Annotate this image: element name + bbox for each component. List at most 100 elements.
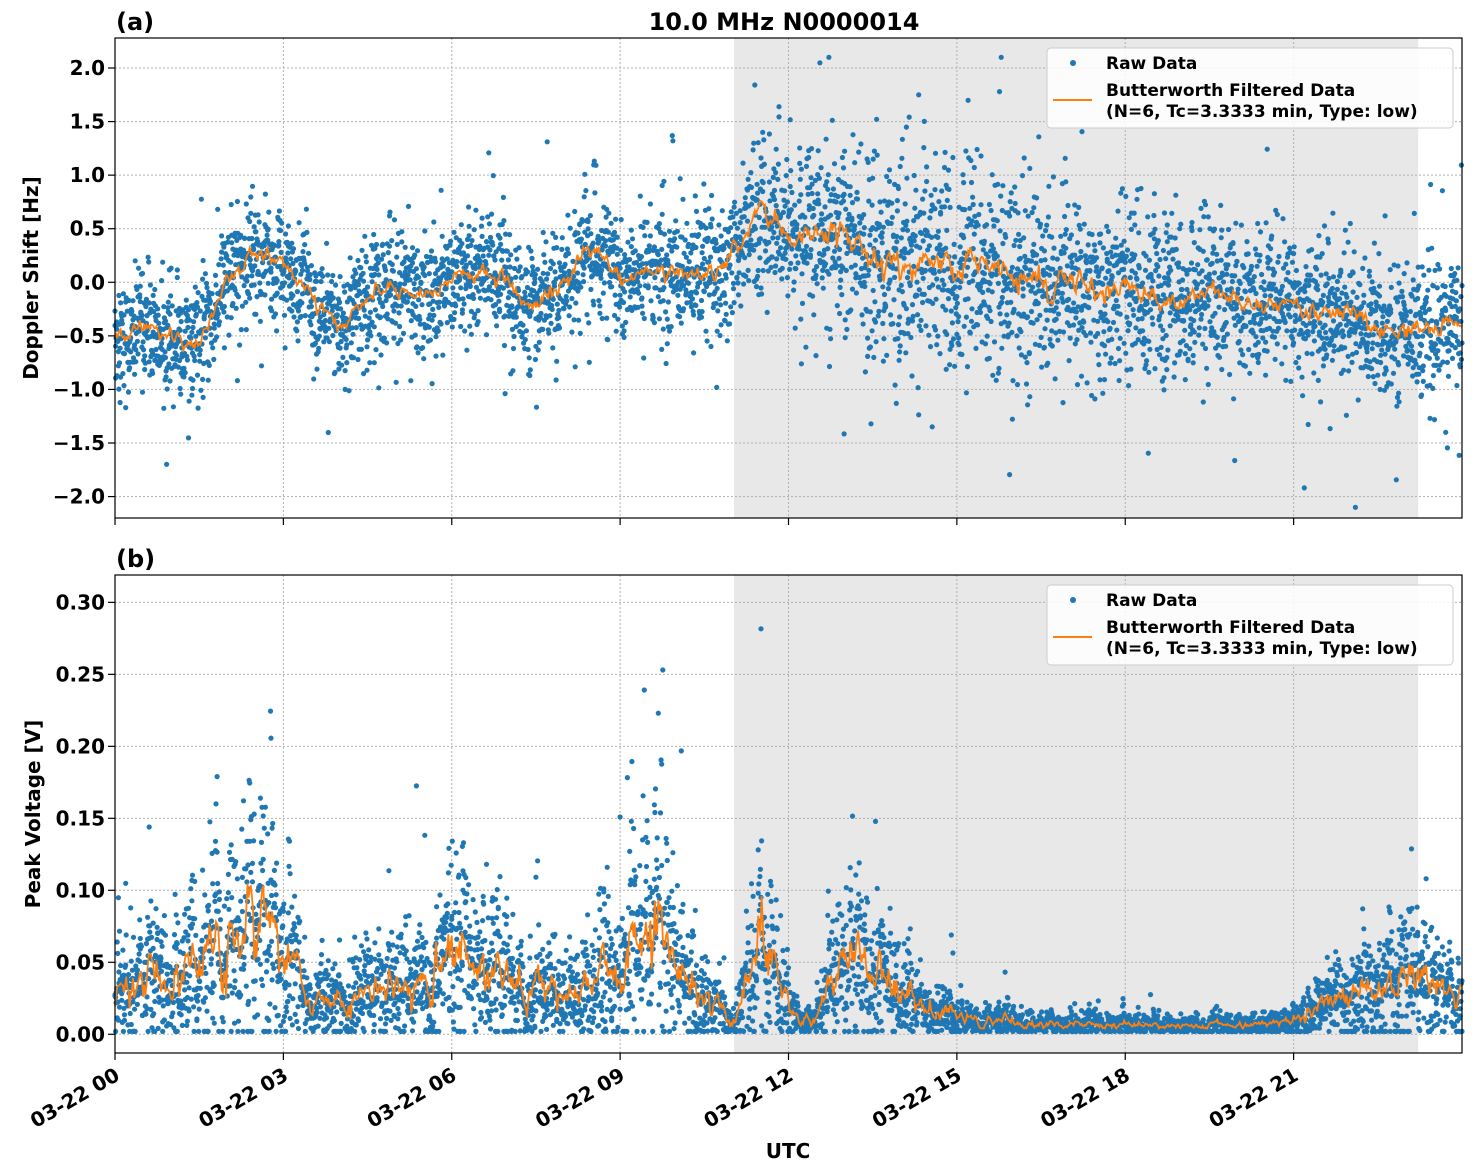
raw-data-point [1453, 333, 1459, 339]
raw-data-point [123, 932, 129, 938]
raw-data-point [146, 259, 152, 265]
raw-data-point [418, 280, 424, 286]
raw-data-point [1421, 272, 1427, 278]
raw-data-point [239, 303, 245, 309]
raw-data-point [1370, 374, 1376, 380]
raw-data-point [591, 302, 597, 308]
raw-data-point [1347, 220, 1353, 227]
raw-data-point [262, 292, 268, 298]
raw-data-point [745, 267, 751, 273]
raw-data-point [168, 293, 174, 299]
raw-data-point [431, 312, 437, 318]
raw-data-point [1327, 426, 1333, 432]
raw-data-point [244, 278, 250, 284]
raw-data-point [507, 264, 513, 270]
raw-data-point [1399, 294, 1406, 300]
raw-data-point [661, 285, 667, 291]
raw-data-point [520, 322, 526, 328]
raw-data-point [764, 309, 770, 315]
raw-data-point [755, 267, 761, 274]
raw-data-point [299, 300, 305, 306]
raw-data-point [1014, 333, 1020, 339]
raw-data-point [880, 224, 887, 230]
raw-data-point [1064, 263, 1070, 269]
raw-data-point [272, 311, 279, 317]
raw-data-point [758, 285, 764, 291]
raw-data-point [799, 271, 805, 277]
raw-data-point [433, 353, 439, 359]
raw-data-point [928, 192, 934, 198]
raw-data-point [263, 268, 269, 274]
raw-data-point [678, 320, 684, 326]
raw-data-point [843, 267, 849, 274]
raw-data-point [802, 214, 808, 220]
raw-data-point [365, 284, 371, 290]
raw-data-point [901, 255, 907, 261]
raw-data-point [969, 218, 975, 224]
raw-data-point [248, 210, 254, 216]
raw-data-point [1434, 355, 1440, 361]
raw-data-point [313, 278, 320, 284]
raw-data-point [414, 248, 421, 254]
raw-data-point [1170, 256, 1176, 262]
raw-data-point [1337, 296, 1343, 302]
raw-data-point [881, 291, 888, 298]
raw-data-point [815, 148, 821, 154]
raw-data-point [865, 272, 871, 278]
raw-data-point [1420, 368, 1426, 374]
raw-data-point [216, 319, 222, 325]
raw-data-point [1100, 281, 1106, 287]
raw-data-point [1244, 239, 1250, 245]
raw-data-point [886, 167, 893, 173]
raw-data-point [350, 274, 356, 280]
raw-data-point [1429, 318, 1435, 324]
raw-data-point [516, 245, 522, 251]
raw-data-point [797, 160, 803, 166]
raw-data-point [174, 274, 180, 281]
raw-data-point [553, 234, 559, 240]
raw-data-point [556, 314, 562, 321]
raw-data-point [126, 297, 132, 304]
raw-data-point [698, 314, 705, 320]
raw-data-point [197, 352, 203, 358]
raw-data-point [247, 257, 253, 263]
raw-data-point [899, 289, 906, 295]
raw-data-point [713, 240, 719, 246]
raw-data-point [391, 335, 397, 341]
x-tick-label: 03-22 06 [363, 1063, 461, 1133]
raw-data-point [1044, 317, 1050, 323]
raw-data-point [1188, 322, 1194, 328]
raw-data-point [1004, 312, 1010, 318]
raw-data-point [128, 905, 134, 911]
raw-data-point [1062, 213, 1068, 220]
raw-data-point [1031, 205, 1037, 211]
raw-data-point [596, 298, 602, 304]
raw-data-point [730, 286, 737, 292]
raw-data-point [1215, 342, 1221, 348]
raw-data-point [728, 225, 734, 231]
raw-data-point [228, 315, 234, 321]
raw-data-point [952, 254, 958, 260]
raw-data-point [1224, 271, 1230, 277]
raw-data-point [656, 316, 663, 322]
raw-data-point [798, 192, 804, 198]
raw-data-point [784, 156, 790, 163]
raw-data-point [200, 394, 206, 400]
raw-data-point [281, 268, 287, 274]
raw-data-point [1126, 383, 1132, 389]
raw-data-point [1113, 235, 1119, 241]
raw-data-point [181, 374, 187, 380]
raw-data-point [1196, 325, 1202, 331]
raw-data-point [357, 290, 363, 297]
raw-data-point [132, 1028, 138, 1034]
raw-data-point [1289, 335, 1296, 341]
raw-data-point [1180, 338, 1186, 344]
raw-data-point [1117, 335, 1123, 341]
raw-data-point [1034, 252, 1040, 258]
raw-data-point [544, 276, 550, 282]
raw-data-point [1272, 356, 1278, 362]
raw-data-point [918, 327, 924, 333]
raw-data-point [532, 271, 539, 278]
raw-data-point [501, 342, 508, 349]
raw-data-point [852, 160, 858, 166]
